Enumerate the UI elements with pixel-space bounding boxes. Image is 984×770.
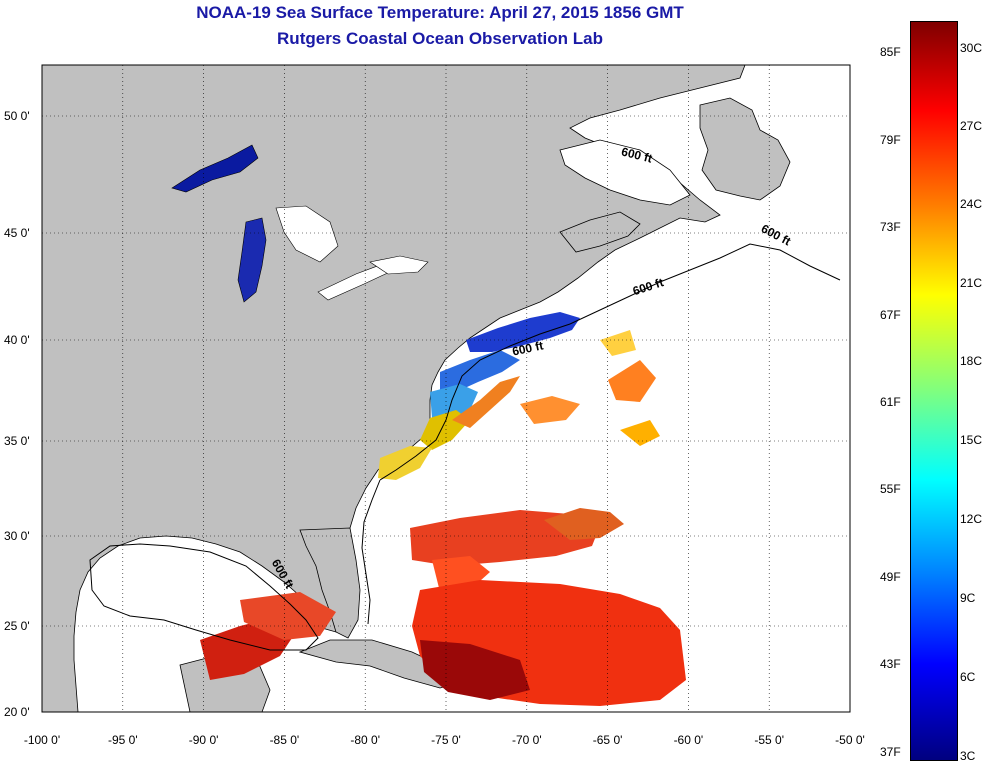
isobath-florida: [361, 479, 381, 625]
lake-huron: [275, 205, 339, 263]
longitude-labels: -100 0' -95 0' -90 0' -85 0' -80 0' -75 0' -70…: [24, 733, 865, 747]
lat-tick-label: 35 0': [4, 434, 30, 448]
lon-tick-label: -70 0': [512, 733, 542, 747]
colorbar-fahrenheit-label: 55F: [880, 482, 901, 496]
sst-map: 600 ft 600 ft 600 ft 600 ft 600 ft -100 …: [4, 64, 865, 747]
lon-tick-label: -65 0': [593, 733, 623, 747]
graticule: [42, 65, 850, 712]
colorbar-fahrenheit-label: 79F: [880, 133, 901, 147]
colorbar-fahrenheit-label: 43F: [880, 657, 901, 671]
map-subtitle: Rutgers Coastal Ocean Observation Lab: [277, 29, 603, 48]
lake-superior: [171, 144, 259, 193]
lon-tick-label: -100 0': [24, 733, 60, 747]
map-title: NOAA-19 Sea Surface Temperature: April 2…: [196, 3, 684, 22]
colorbar-celsius-label: 3C: [960, 749, 976, 763]
isobath-atlantic: [379, 243, 841, 481]
colorbar-fahrenheit-label: 73F: [880, 220, 901, 234]
lake-ontario: [369, 255, 429, 275]
colorbar-celsius-label: 9C: [960, 591, 976, 605]
colorbar-celsius-label: 12C: [960, 512, 983, 526]
lon-tick-label: -60 0': [674, 733, 704, 747]
newfoundland: [699, 97, 791, 201]
lat-tick-label: 20 0': [4, 705, 30, 719]
florida-peninsula: [299, 527, 361, 639]
lon-tick-label: -95 0': [108, 733, 138, 747]
colorbar-celsius-label: 15C: [960, 433, 983, 447]
lon-tick-label: -85 0': [270, 733, 300, 747]
lat-tick-label: 25 0': [4, 619, 30, 633]
colorbar-celsius-label: 21C: [960, 276, 983, 290]
gulf-st-lawrence: [559, 139, 691, 206]
lat-tick-label: 50 0': [4, 109, 30, 123]
colorbar-fahrenheit-label: 37F: [880, 745, 901, 759]
colorbar-fahrenheit-label: 85F: [880, 45, 901, 59]
colorbar-celsius-label: 18C: [960, 354, 983, 368]
lon-tick-label: -80 0': [350, 733, 380, 747]
colorbar-celsius-label: 24C: [960, 197, 983, 211]
colorbar-fahrenheit-label: 61F: [880, 395, 901, 409]
lon-tick-label: -55 0': [754, 733, 784, 747]
lat-tick-label: 45 0': [4, 226, 30, 240]
lat-tick-label: 40 0': [4, 333, 30, 347]
colorbar-fahrenheit-label: 49F: [880, 570, 901, 584]
nova-scotia: [559, 211, 641, 253]
isobath-gulf: [89, 543, 319, 651]
latitude-labels: 50 0' 45 0' 40 0' 35 0' 30 0' 25 0' 20 0': [4, 109, 30, 719]
lon-tick-label: -90 0': [189, 733, 219, 747]
lon-tick-label: -75 0': [431, 733, 461, 747]
colorbar-fahrenheit-label: 67F: [880, 308, 901, 322]
lat-tick-label: 30 0': [4, 529, 30, 543]
map-frame: [41, 64, 851, 713]
colorbar-celsius-label: 6C: [960, 670, 976, 684]
isobath-label-coast: 600 ft: [511, 338, 545, 358]
lake-michigan: [237, 217, 267, 303]
temperature-colorbar: [910, 21, 958, 761]
colorbar-celsius-label: 30C: [960, 41, 983, 55]
lon-tick-label: -50 0': [835, 733, 865, 747]
sst-patches: [200, 312, 686, 706]
colorbar-celsius-label: 27C: [960, 119, 983, 133]
